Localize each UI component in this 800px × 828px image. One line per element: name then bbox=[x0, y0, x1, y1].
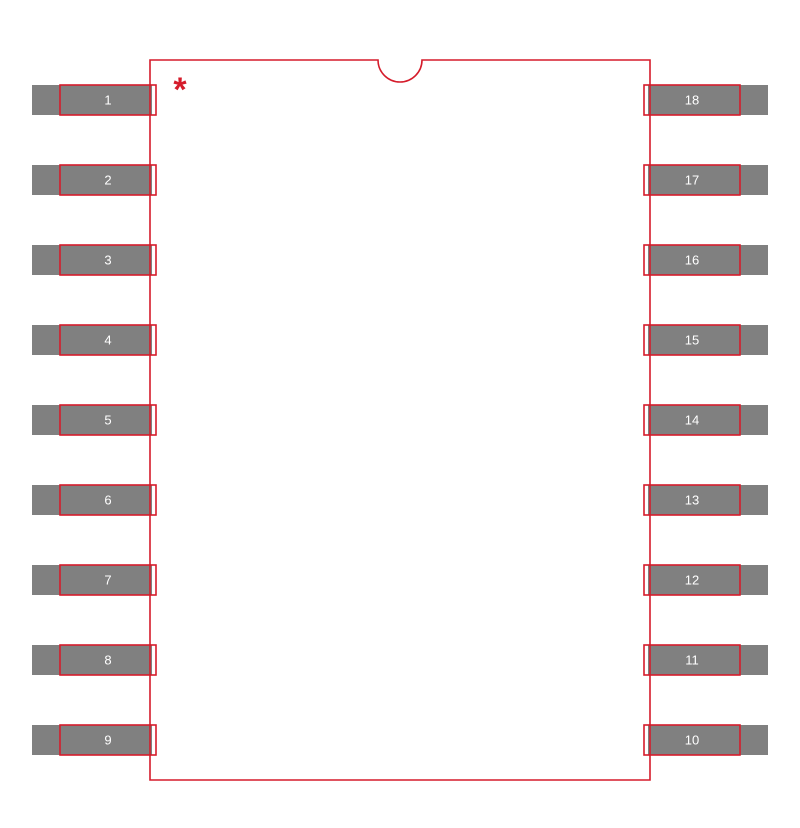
pin-label-14: 14 bbox=[685, 413, 699, 428]
pad-1 bbox=[32, 85, 152, 115]
pad-8 bbox=[32, 645, 152, 675]
pin-label-13: 13 bbox=[685, 493, 699, 508]
pad-4 bbox=[32, 325, 152, 355]
pin-label-7: 7 bbox=[104, 573, 111, 588]
pad-11 bbox=[648, 645, 768, 675]
pin-label-11: 11 bbox=[685, 653, 699, 668]
pad-10 bbox=[648, 725, 768, 755]
pin-label-10: 10 bbox=[685, 733, 699, 748]
pad-6 bbox=[32, 485, 152, 515]
pad-2 bbox=[32, 165, 152, 195]
pads-left bbox=[32, 85, 152, 755]
ic-footprint-diagram: 123456789 181716151413121110 * bbox=[0, 0, 800, 828]
pin-label-9: 9 bbox=[104, 733, 111, 748]
pad-3 bbox=[32, 245, 152, 275]
pin-label-2: 2 bbox=[104, 173, 111, 188]
pin-label-18: 18 bbox=[685, 93, 699, 108]
pad-15 bbox=[648, 325, 768, 355]
pin-label-5: 5 bbox=[104, 413, 111, 428]
pin-label-3: 3 bbox=[104, 253, 111, 268]
ic-body-outline bbox=[150, 60, 650, 780]
pin-label-8: 8 bbox=[104, 653, 111, 668]
pin-label-6: 6 bbox=[104, 493, 111, 508]
pad-18 bbox=[648, 85, 768, 115]
pad-16 bbox=[648, 245, 768, 275]
pin-label-12: 12 bbox=[685, 573, 699, 588]
pin-label-17: 17 bbox=[685, 173, 699, 188]
pads-right bbox=[648, 85, 768, 755]
pad-5 bbox=[32, 405, 152, 435]
pin-label-16: 16 bbox=[685, 253, 699, 268]
pin-label-15: 15 bbox=[685, 333, 699, 348]
pin-label-4: 4 bbox=[104, 333, 111, 348]
pad-7 bbox=[32, 565, 152, 595]
pad-12 bbox=[648, 565, 768, 595]
pad-14 bbox=[648, 405, 768, 435]
pad-17 bbox=[648, 165, 768, 195]
pad-13 bbox=[648, 485, 768, 515]
pin-label-1: 1 bbox=[104, 93, 111, 108]
pad-9 bbox=[32, 725, 152, 755]
pin1-marker-icon: * bbox=[173, 71, 187, 109]
